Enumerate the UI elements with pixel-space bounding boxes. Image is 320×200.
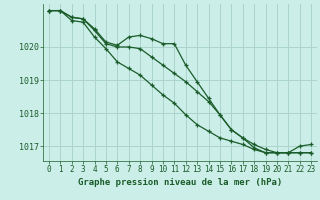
X-axis label: Graphe pression niveau de la mer (hPa): Graphe pression niveau de la mer (hPa) bbox=[78, 178, 282, 187]
